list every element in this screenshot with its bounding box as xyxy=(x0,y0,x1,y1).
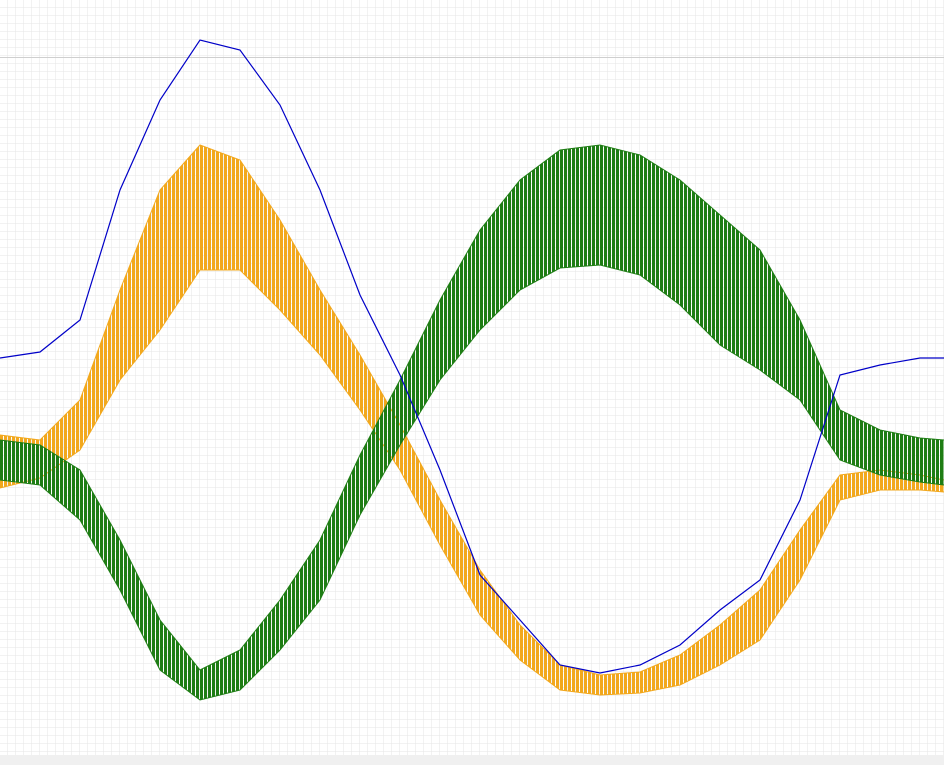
range-band xyxy=(0,144,944,696)
plot xyxy=(0,39,944,701)
status-strip xyxy=(0,755,944,765)
range-band xyxy=(0,144,944,701)
line xyxy=(0,39,944,674)
